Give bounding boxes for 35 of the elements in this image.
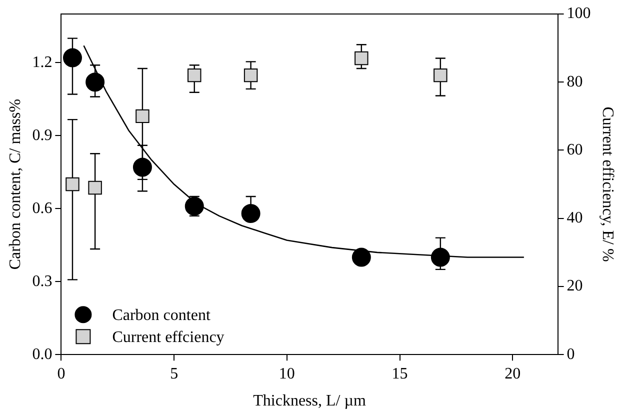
y-tick-label: 0.3	[32, 272, 52, 290]
point	[241, 204, 260, 223]
x-axis-title: Thickness, L/ µm	[253, 392, 366, 410]
y2-tick-label: 20	[566, 278, 583, 295]
x-tick-label: 5	[170, 365, 178, 382]
x-tick-label: 10	[278, 365, 295, 382]
y-tick-label: 0.0	[32, 346, 52, 363]
point	[244, 68, 258, 82]
point	[132, 158, 152, 177]
point	[430, 248, 450, 267]
point	[62, 48, 82, 68]
x-tick-label: 20	[504, 365, 521, 382]
y2-tick-label: 40	[566, 210, 583, 227]
point	[136, 109, 150, 124]
y-tick-label: 0.6	[32, 200, 52, 217]
y2-tick-label: 80	[566, 73, 583, 90]
y2-tick-label: 0	[566, 346, 575, 363]
legend-label: Current effciency	[112, 328, 224, 346]
point	[434, 68, 448, 82]
point	[66, 177, 80, 192]
x-tick-label: 15	[392, 365, 408, 382]
point	[184, 196, 204, 216]
y-tick-label: 0.9	[32, 126, 52, 144]
y-axis-title: Carbon content, C/ mass%	[6, 98, 24, 270]
point	[88, 180, 102, 195]
y2-axis-title: Current efficiency, E/ %	[599, 106, 616, 262]
x-tick-label: 0	[57, 365, 66, 382]
y-tick-label: 1.2	[32, 54, 52, 71]
point	[352, 248, 371, 267]
point	[188, 68, 202, 82]
point	[354, 51, 368, 66]
point	[86, 72, 105, 92]
y2-tick-label: 60	[566, 141, 583, 158]
y2-tick-label: 100	[566, 5, 591, 22]
legend-label: Carbon content	[112, 306, 211, 324]
